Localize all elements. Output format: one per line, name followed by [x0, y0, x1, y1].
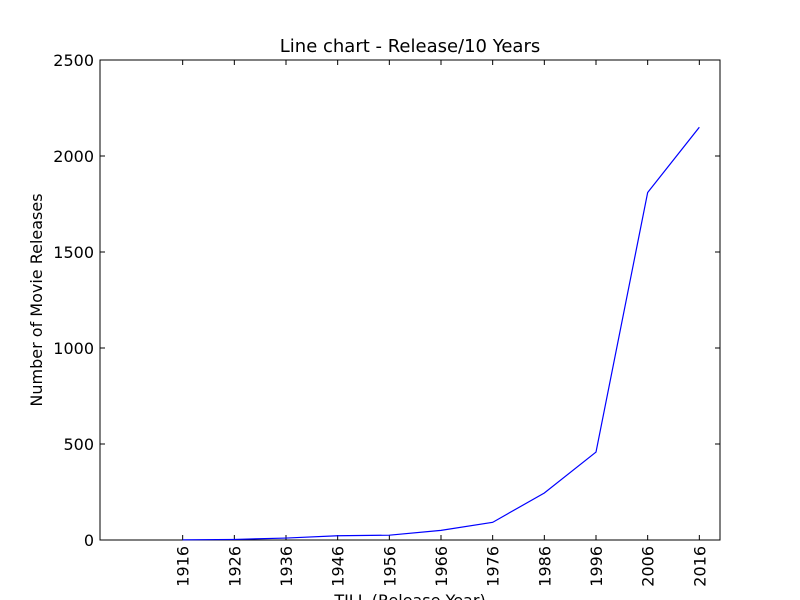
x-tick-label: 1926 [225, 546, 244, 587]
plot-frame [99, 59, 721, 541]
y-axis-label: Number of Movie Releases [27, 193, 46, 406]
x-tick-label: 1916 [174, 546, 193, 587]
y-tick-label: 2000 [53, 147, 94, 166]
x-tick-label: 2006 [639, 546, 658, 587]
x-tick-label: 1936 [277, 546, 296, 587]
x-tick-label: 1986 [535, 546, 554, 587]
y-tick-label: 1000 [53, 339, 94, 358]
data-line [182, 126, 700, 541]
y-tick-label: 500 [63, 435, 94, 454]
x-tick-label: 1976 [484, 546, 503, 587]
x-tick-label: 1946 [329, 546, 348, 587]
y-tick-label: 2500 [53, 51, 94, 70]
y-tick-label: 1500 [53, 243, 94, 262]
x-tick-label: 1966 [432, 546, 451, 587]
x-tick-label: 1956 [380, 546, 399, 587]
y-tick-label: 0 [84, 531, 94, 550]
x-axis-label: TILL (Release Year) [333, 591, 485, 600]
x-tick-label: 2016 [690, 546, 709, 587]
chart-title: Line chart - Release/10 Years [280, 36, 540, 57]
x-tick-label: 1996 [587, 546, 606, 587]
